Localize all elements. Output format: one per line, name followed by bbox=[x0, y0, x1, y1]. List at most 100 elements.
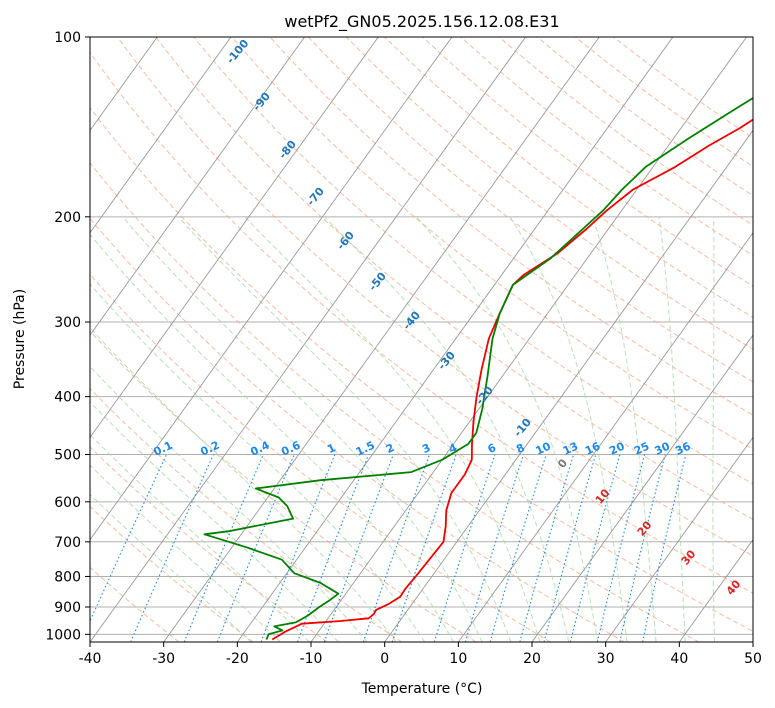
y-tick-label-1: 200 bbox=[54, 210, 81, 226]
isotherm-line bbox=[90, 37, 305, 336]
x-tick-label-2: -20 bbox=[226, 651, 249, 667]
mixing-ratio-line bbox=[464, 454, 525, 642]
y-tick-label-7: 800 bbox=[54, 569, 81, 585]
mixing-ratio-line bbox=[569, 454, 621, 642]
mixing-ratio-label-5: 1.5 bbox=[354, 439, 377, 459]
dry-adiabat bbox=[90, 330, 477, 642]
dry-adiabat bbox=[116, 37, 753, 557]
dry-adiabat bbox=[90, 446, 328, 642]
isotherm-label-10: 0 bbox=[555, 456, 570, 470]
dry-adiabat bbox=[90, 162, 700, 642]
moist-adiabat bbox=[712, 216, 715, 642]
grid-layer bbox=[0, 37, 753, 642]
dry-adiabat bbox=[269, 37, 753, 416]
moist-adiabat bbox=[658, 216, 686, 642]
moist-adiabat bbox=[90, 433, 310, 642]
y-tick-label-4: 500 bbox=[54, 448, 81, 464]
y-tick-label-3: 400 bbox=[54, 390, 81, 406]
isotherm-label-11: 10 bbox=[593, 486, 613, 506]
isotherm-label-12: 20 bbox=[635, 518, 655, 538]
isotherm-label-7: -30 bbox=[435, 349, 458, 373]
mixing-ratio-line bbox=[543, 454, 597, 642]
mixing-ratio-line bbox=[391, 454, 457, 642]
isotherm-label-14: 40 bbox=[724, 577, 744, 597]
dry-adiabat bbox=[90, 505, 254, 642]
y-tick-label-2: 300 bbox=[54, 315, 81, 331]
chart-title: wetPf2_GN05.2025.156.12.08.E31 bbox=[284, 12, 559, 32]
axis-ticks: -40 -30 -20 -10 0 10 20 30 40 5010020030040050060… bbox=[45, 30, 762, 667]
mixing-ratio-label-3: 0.6 bbox=[279, 438, 302, 458]
isotherm-label-2: -80 bbox=[276, 138, 299, 162]
mixing-ratio-label-4: 1 bbox=[325, 441, 337, 456]
isotherm-line bbox=[236, 37, 674, 642]
mixing-ratio-label-17: 36 bbox=[673, 439, 693, 457]
isotherm-label-9: -10 bbox=[511, 416, 534, 440]
dry-adiabat bbox=[231, 37, 753, 450]
mixing-ratio-label-14: 20 bbox=[607, 439, 627, 457]
mixing-ratio-label-16: 30 bbox=[653, 439, 673, 457]
mixing-ratio-label-7: 3 bbox=[420, 441, 432, 456]
moist-adiabat bbox=[90, 283, 426, 642]
isotherm-line bbox=[531, 334, 753, 642]
temperature-profile-line bbox=[271, 118, 753, 641]
isotherm-label-13: 30 bbox=[679, 547, 699, 567]
mixing-ratio-line bbox=[489, 454, 547, 642]
mixing-ratio-line bbox=[216, 454, 295, 642]
mixing-ratio-label-2: 0.4 bbox=[248, 438, 271, 458]
y-tick-label-6: 700 bbox=[54, 535, 81, 551]
isotherm-line bbox=[163, 37, 600, 642]
isotherm-line bbox=[0, 37, 10, 642]
mixing-ratio-label-12: 13 bbox=[561, 440, 580, 458]
x-tick-label-9: 50 bbox=[744, 651, 762, 667]
moist-adiabat bbox=[90, 493, 252, 642]
mixing-ratio-label-11: 10 bbox=[534, 439, 554, 457]
dry-adiabat bbox=[90, 273, 551, 642]
isotherm-line bbox=[310, 37, 747, 642]
x-tick-label-6: 20 bbox=[523, 651, 541, 667]
mixing-ratio-label-9: 6 bbox=[486, 441, 499, 456]
mixing-ratio-label-8: 4 bbox=[447, 441, 460, 456]
isotherm-line bbox=[678, 538, 753, 642]
x-tick-label-4: 0 bbox=[380, 651, 389, 667]
dry-adiabat bbox=[90, 106, 753, 632]
mixing-ratio-label-13: 16 bbox=[583, 439, 603, 457]
dry-adiabat bbox=[613, 37, 753, 139]
mixing-ratio-label-0: 0.1 bbox=[152, 439, 175, 459]
mixing-ratio-line bbox=[90, 454, 167, 623]
isotherm-line bbox=[605, 436, 753, 642]
x-tick-label-3: -10 bbox=[300, 651, 323, 667]
x-axis-label: Temperature (°C) bbox=[361, 681, 483, 697]
dry-adiabat bbox=[155, 37, 753, 521]
mixing-ratio-line bbox=[130, 454, 214, 642]
dry-adiabat bbox=[498, 37, 753, 226]
isotherm-line bbox=[457, 231, 753, 642]
moist-adiabat bbox=[90, 326, 397, 642]
x-tick-label-7: 30 bbox=[597, 651, 615, 667]
isotherm-line bbox=[90, 37, 379, 439]
dewpoint-profile-line bbox=[203, 96, 753, 640]
y-tick-label-9: 1000 bbox=[45, 627, 81, 643]
isotherm-label-8: -20 bbox=[473, 384, 496, 408]
mixing-ratio-line bbox=[433, 454, 496, 642]
isotherm-line bbox=[90, 37, 526, 642]
isotherm-label-1: -90 bbox=[250, 90, 273, 114]
dry-adiabat bbox=[345, 37, 753, 350]
dry-adiabat bbox=[422, 37, 753, 287]
y-axis-label: Pressure (hPa) bbox=[12, 289, 28, 389]
mixing-ratio-label-15: 25 bbox=[632, 440, 651, 458]
x-tick-label-8: 40 bbox=[670, 651, 688, 667]
dry-adiabat bbox=[90, 566, 180, 642]
mixing-ratio-line bbox=[619, 454, 666, 642]
isotherm-line bbox=[90, 37, 453, 541]
moist-adiabat bbox=[90, 233, 454, 642]
moist-adiabat bbox=[415, 216, 599, 642]
x-tick-label-0: -40 bbox=[79, 651, 102, 667]
mixing-ratio-line bbox=[260, 454, 336, 642]
isotherm-line bbox=[90, 37, 232, 234]
dry-adiabat bbox=[384, 37, 753, 318]
y-tick-label-8: 900 bbox=[54, 600, 81, 616]
mixing-ratio-label-6: 2 bbox=[384, 441, 396, 456]
mixing-ratio-line bbox=[323, 454, 394, 642]
moist-adiabat bbox=[90, 464, 281, 642]
